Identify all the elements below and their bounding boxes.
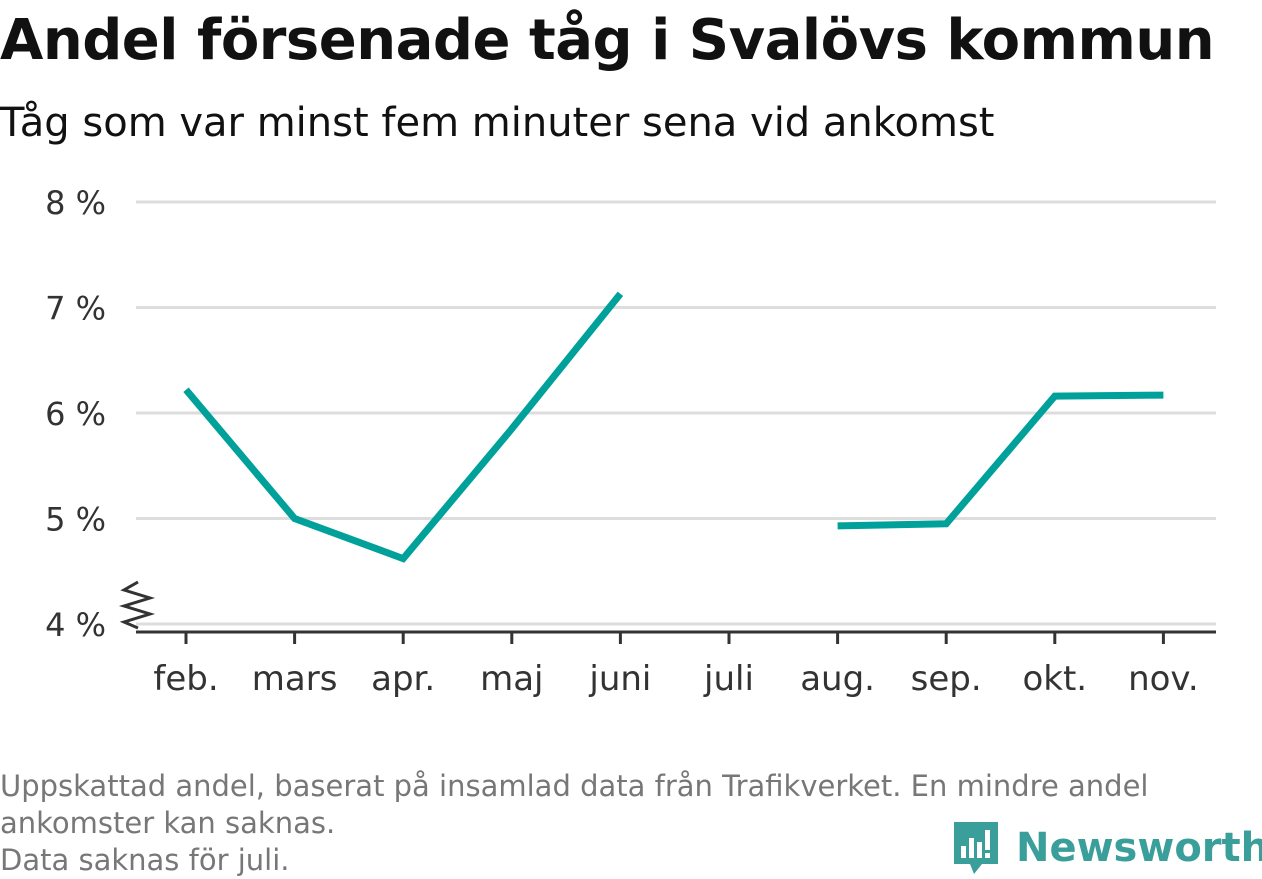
footer-note-line-2: ankomster kan saknas.: [0, 806, 336, 840]
series-line: [837, 391, 1164, 530]
chart-title: Andel försenade tåg i Svalövs kommun: [0, 8, 1215, 73]
x-axis-tick-labels: feb. mars apr. maj juni juli aug. sep. okt. nov.: [153, 659, 1198, 699]
chart-subtitle: Tåg som var minst fem minuter sena vid a…: [0, 100, 995, 146]
series-lines: [183, 291, 1164, 563]
grid-lines: [136, 200, 1216, 626]
x-tick-label: feb.: [153, 659, 218, 699]
newsworthy-logo-icon: [954, 822, 998, 874]
x-tick-label: juli: [703, 659, 754, 699]
brand-logo: Newsworthy: [950, 818, 1262, 878]
chart-footer: Uppskattad andel, baserat på insamlad da…: [0, 768, 1245, 879]
brand-name: Newsworthy: [1016, 825, 1262, 871]
y-tick-label: 4 %: [45, 606, 106, 644]
y-tick-label: 6 %: [45, 395, 106, 433]
x-tick-label: nov.: [1128, 659, 1199, 699]
y-axis-tick-labels: 4 % 5 % 6 % 7 % 8 %: [45, 184, 106, 644]
x-tick-label: okt.: [1022, 659, 1087, 699]
footer-note-line-1: Uppskattad andel, baserat på insamlad da…: [0, 769, 1149, 803]
footer-note-line-3: Data saknas för juli.: [0, 843, 290, 877]
x-tick-label: juni: [588, 659, 651, 699]
x-tick-label: mars: [252, 659, 338, 699]
y-tick-label: 5 %: [45, 501, 106, 539]
y-tick-label: 7 %: [45, 290, 106, 328]
x-tick-label: apr.: [371, 659, 435, 699]
x-axis: [118, 580, 1216, 644]
y-axis-break-mark: [118, 580, 156, 630]
x-tick-label: sep.: [911, 659, 982, 699]
series-line: [183, 291, 624, 563]
x-tick-label: maj: [480, 659, 543, 699]
y-tick-label: 8 %: [45, 184, 106, 222]
x-tick-label: aug.: [800, 659, 875, 699]
